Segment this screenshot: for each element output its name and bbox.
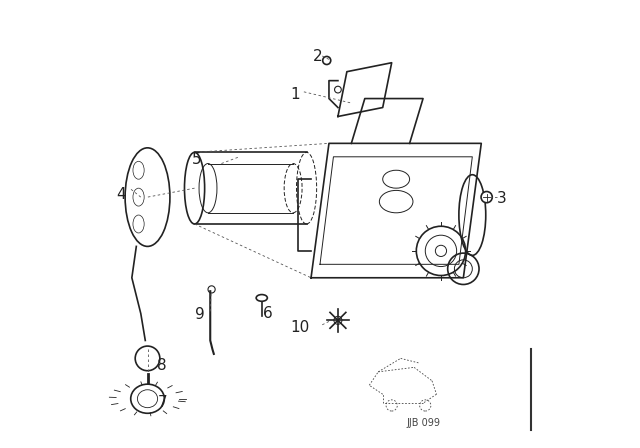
Ellipse shape: [323, 56, 331, 65]
Text: 10: 10: [291, 319, 310, 335]
Text: 3: 3: [497, 191, 506, 206]
Text: 4: 4: [116, 187, 125, 202]
Ellipse shape: [481, 192, 492, 202]
Text: 1: 1: [291, 86, 300, 102]
Ellipse shape: [256, 295, 268, 302]
Text: JJB 099: JJB 099: [406, 418, 440, 428]
Ellipse shape: [335, 86, 341, 93]
Text: 7: 7: [157, 395, 167, 410]
Text: 9: 9: [195, 307, 205, 322]
Text: 5: 5: [192, 151, 202, 167]
Text: 8: 8: [157, 358, 167, 373]
Ellipse shape: [435, 246, 447, 256]
Text: 6: 6: [262, 306, 273, 321]
Ellipse shape: [334, 316, 342, 324]
Text: 2: 2: [312, 48, 322, 64]
